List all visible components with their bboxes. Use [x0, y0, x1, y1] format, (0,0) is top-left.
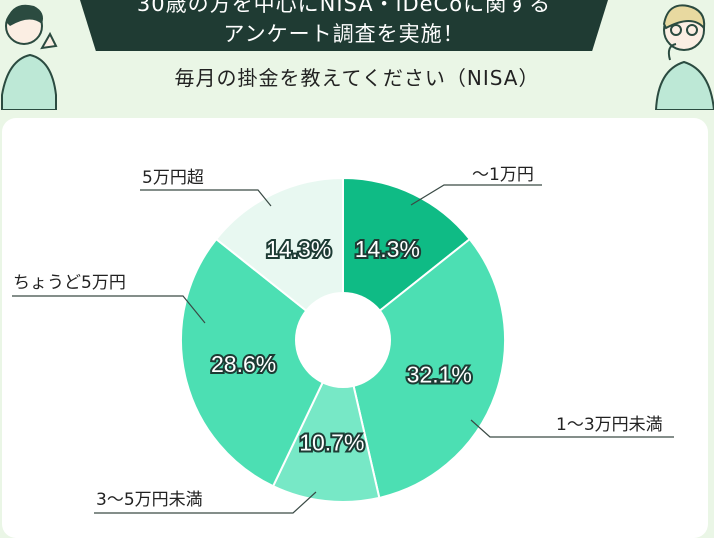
leader-line-4 — [12, 295, 206, 324]
person-illustration-left — [0, 4, 58, 110]
pie-slice-4 — [180, 237, 345, 488]
title-banner: 30歳の方を中心にNISA・iDeCoに関する アンケート調査を実施！ — [80, 0, 608, 51]
category-label-2: 1〜3万円未満 — [556, 415, 663, 435]
leader-line-3 — [94, 491, 317, 514]
pie-slice-1 — [342, 176, 472, 343]
question-title: 毎月の掛金を教えてください（NISA） — [174, 66, 540, 90]
category-label-5: 5万円超 — [142, 168, 204, 188]
pct-label-3: 10.7% — [299, 429, 364, 455]
category-label-4: ちょうど5万円 — [13, 273, 126, 293]
category-label-3: 3〜5万円未満 — [96, 490, 203, 510]
banner-title-line2: アンケート調査を実施！ — [223, 22, 465, 46]
category-label-1: 〜1万円 — [472, 165, 534, 185]
pct-label-1: 14.3% — [355, 236, 420, 262]
leader-line-1 — [410, 184, 542, 206]
pie-slice-2 — [341, 237, 506, 500]
pct-label-2: 32.1% — [407, 362, 472, 388]
pct-label-4: 28.6% — [211, 351, 276, 377]
donut-hole — [295, 292, 391, 388]
pie-slice-3 — [271, 336, 381, 503]
leader-line-2 — [470, 419, 674, 438]
pct-label-5: 14.3% — [266, 236, 331, 262]
pie-slice-5 — [214, 176, 344, 343]
leader-line-5 — [140, 189, 272, 207]
person-illustration-right — [654, 4, 714, 110]
banner-title-line1: 30歳の方を中心にNISA・iDeCoに関する — [136, 0, 552, 16]
